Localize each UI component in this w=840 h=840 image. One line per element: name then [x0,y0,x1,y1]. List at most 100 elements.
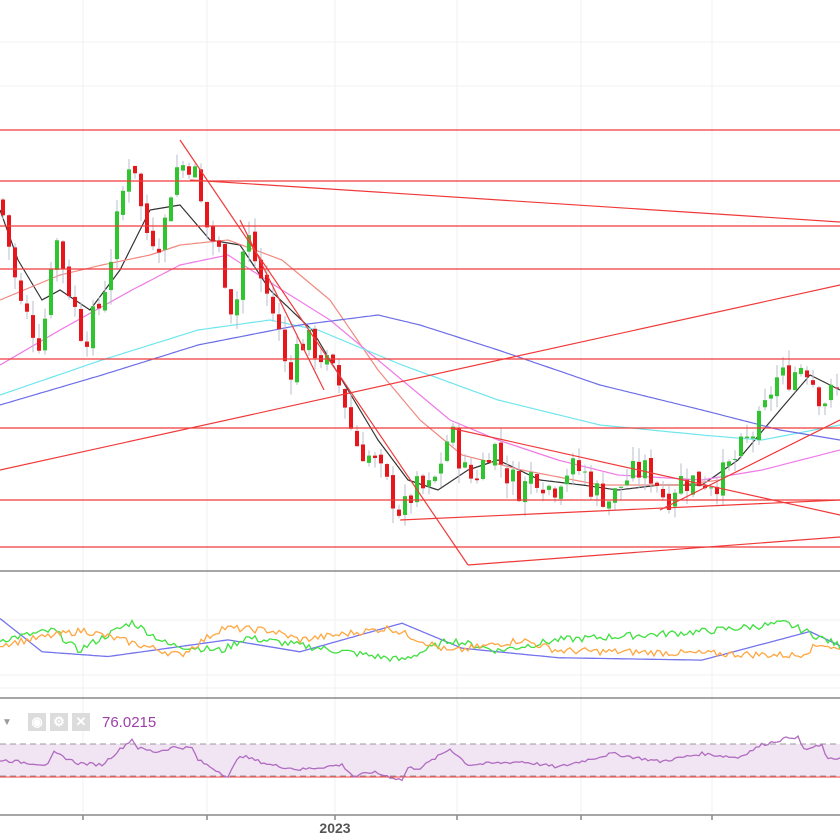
caret-down-icon[interactable]: ▼ [2,716,12,728]
candle-body [283,329,287,362]
candle-body [577,460,581,472]
trend-line-2 [190,179,840,223]
candle-body [583,471,587,473]
candle-body [241,251,245,300]
candle-body [655,482,659,486]
candle-body [439,463,443,474]
candle-body [187,166,191,175]
candle-body [535,474,539,488]
candle-body [793,372,797,390]
trend-line-0 [179,139,469,566]
candle-body [385,464,389,477]
candle-body [31,315,35,338]
candle-body [199,169,203,202]
candle-body [343,388,347,408]
trend-line-7 [239,219,325,391]
candle-body [85,341,89,347]
candle-body [289,362,293,380]
candle-body [697,471,701,487]
candle-body [457,427,461,469]
oscillator-line-green [0,618,840,663]
candle-body [619,486,623,488]
candle-body [91,306,95,349]
candle-body [193,166,197,178]
candle-body [37,338,41,351]
candle-body [421,475,425,489]
candle-body [451,426,455,443]
trend-line-3 [0,284,840,471]
eye-icon[interactable]: ◉ [28,713,46,731]
candle-body [73,296,77,307]
candle-body [217,240,221,247]
candle-body [13,247,17,278]
candle-body [757,410,761,441]
x-tick-label-2023: 2023 [319,820,351,836]
candle-body [805,370,809,378]
candle-body [427,480,431,487]
candle-body [121,190,125,215]
candle-body [313,328,317,359]
candle-body [43,318,47,351]
candle-body [97,303,101,309]
moving-average-line-1 [0,239,840,486]
candle-body [781,367,785,376]
candle-body [79,308,83,341]
close-icon[interactable]: ✕ [72,713,90,731]
candle-body [481,459,485,480]
candle-body [685,479,689,491]
candle-body [19,280,23,301]
candle-body [751,436,755,439]
candle-body [433,476,437,482]
candle-body [55,240,59,270]
candle-body [475,478,479,481]
candle-body [835,387,839,389]
candle-body [211,225,215,242]
candle-body [487,460,491,463]
candle-body [397,509,401,516]
candle-body [517,470,521,502]
candle-body [811,380,815,385]
candle-body [691,475,695,495]
candle-body [511,469,515,482]
candle-body [601,483,605,507]
candle-body [103,292,107,311]
candle-body [469,464,473,479]
candle-body [379,454,383,464]
candle-body [139,173,143,207]
candle-body [547,485,551,490]
candle-body [151,230,155,247]
gear-icon[interactable]: ⚙ [50,713,68,731]
rsi-legend: ▼ ◉ ⚙ ✕ 76.0215 [0,711,156,733]
candle-body [649,458,653,484]
candle-body [391,475,395,509]
moving-average-line-3 [0,319,840,441]
candle-body [493,443,497,466]
rsi-value: 76.0215 [102,713,157,731]
candle-body [727,461,731,466]
trend-line-6 [659,419,840,511]
candle-body [715,486,719,495]
candle-body [325,355,329,365]
candle-body [607,501,611,509]
candle-body [745,436,749,439]
candle-body [349,407,353,429]
candle-body [661,488,665,498]
candle-body [61,241,65,270]
candle-body [373,455,377,459]
candle-body [733,459,737,461]
candle-body [553,488,557,498]
candle-body [463,462,467,468]
candle-body [523,481,527,503]
candle-body [295,343,299,383]
candle-body [595,483,599,496]
candle-body [667,493,671,510]
candle-body [109,261,113,291]
candle-body [499,442,503,465]
candle-body [529,472,533,484]
candle-body [7,215,11,247]
moving-average-line-0 [0,204,840,491]
trend-line-1 [467,536,840,566]
candle-body [763,400,767,408]
